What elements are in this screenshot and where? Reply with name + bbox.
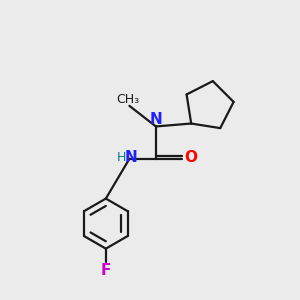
- Text: H: H: [116, 151, 126, 164]
- Text: N: N: [149, 112, 162, 128]
- Text: CH₃: CH₃: [116, 93, 140, 106]
- Text: O: O: [185, 150, 198, 165]
- Text: N: N: [125, 150, 138, 165]
- Text: F: F: [100, 262, 111, 278]
